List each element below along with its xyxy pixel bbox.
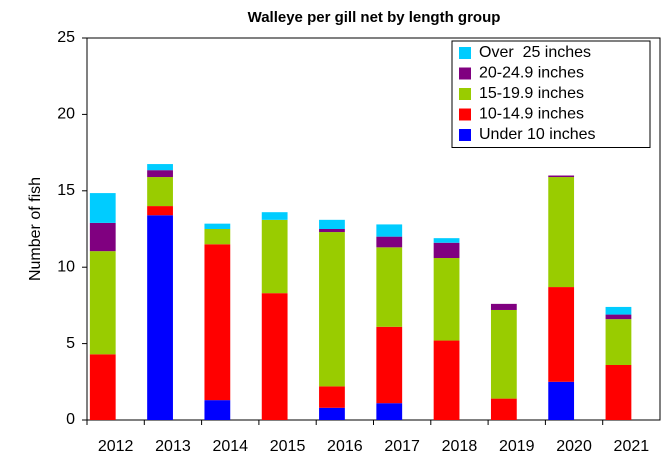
bar-segment [89,193,116,223]
bar-segment [433,340,460,420]
bar-segment [147,177,173,207]
bar-segment [433,242,460,259]
bar-segment [261,293,288,420]
legend-label: 15-19.9 inches [479,85,584,102]
bar-segment [376,247,403,327]
bar-segment [261,219,288,294]
x-tick-label: 2021 [614,438,650,455]
bar-segment [490,309,517,399]
legend-label: Over 25 inches [479,44,591,61]
bar-segment [319,219,345,229]
legend-label: 10-14.9 inches [479,106,584,123]
bar-segment [319,407,345,420]
legend-swatch [459,47,471,59]
x-tick-label: 2018 [442,438,478,455]
bar-segment [147,170,173,178]
bar-segment [548,287,575,382]
bar-segment [376,236,403,248]
bar-segment [548,381,575,420]
bar-segment [605,364,632,420]
legend-label: Under 10 inches [479,126,596,143]
bar-segment [204,223,231,229]
bar-segment [89,251,116,355]
y-axis-label: Number of fish [27,177,44,281]
bar-segment [147,206,173,216]
bar-segment [490,398,517,420]
bar-segment [548,175,575,178]
x-tick-label: 2016 [327,438,363,455]
bar-segment [261,212,288,220]
bar-segment [376,326,403,404]
y-tick-label: 0 [66,411,75,428]
bar-segment [204,400,231,420]
y-tick-label: 25 [57,29,75,46]
bar-segment [605,319,632,365]
chart-title: Walleye per gill net by length group [248,9,501,26]
legend-box [451,40,651,148]
bar-segment [89,354,116,420]
bar-segment [433,238,460,243]
bar-segment [376,224,403,237]
x-tick-label: 2017 [384,438,420,455]
bar-segment [89,222,116,252]
legend-swatch [459,129,471,141]
bar-segment [490,303,517,310]
bar-segment [376,403,403,420]
bar-segment [319,232,345,387]
legend-swatch [459,67,471,80]
x-tick-label: 2013 [155,438,191,455]
bar-segment [147,215,173,420]
x-tick-label: 2012 [98,438,134,455]
legend-label: 20-24.9 inches [479,65,584,82]
bar-segment [433,258,460,341]
y-tick-label: 5 [66,335,75,352]
bar-segment [204,229,231,245]
x-tick-label: 2015 [270,438,306,455]
y-tick-label: 20 [57,106,75,123]
x-tick-label: 2020 [556,438,592,455]
bar-segment [548,177,575,288]
bar-segment [605,314,632,320]
x-tick-label: 2019 [499,438,535,455]
x-tick-label: 2014 [212,438,248,455]
legend-swatch [459,88,471,100]
legend-swatch [459,108,471,121]
y-tick-label: 10 [57,258,75,275]
bar-segment [319,386,345,408]
bar-segment [319,229,345,233]
y-tick-label: 15 [57,182,75,199]
bar-segment [605,306,632,315]
bar-segment [204,244,231,401]
bar-segment [147,164,173,171]
